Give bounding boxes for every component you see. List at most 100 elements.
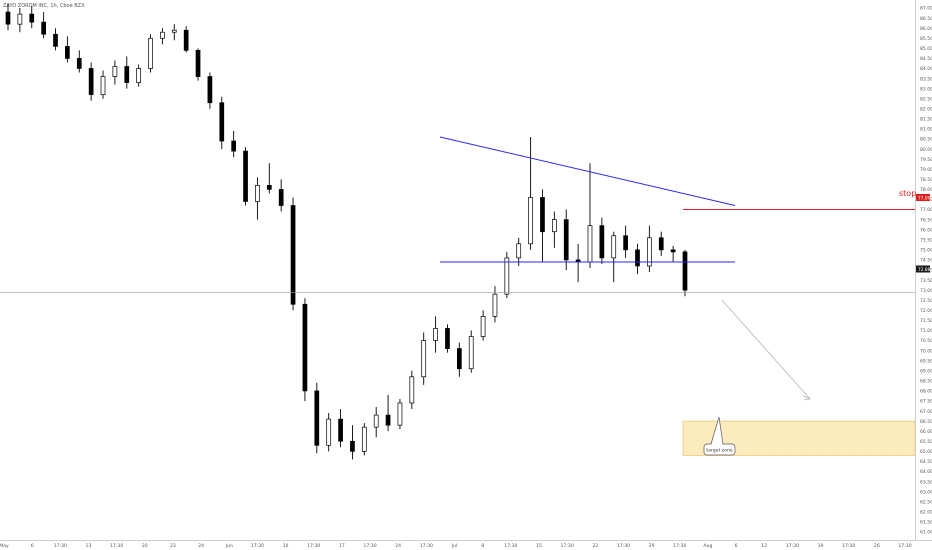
time-tick-label: 19 [818, 543, 824, 549]
candle-body [433, 328, 438, 341]
price-tick-label: 67.00 [920, 409, 932, 415]
price-tick-label: 62.50 [920, 499, 932, 505]
price-tick-label: 63.00 [920, 489, 932, 495]
candle-body [350, 440, 355, 452]
price-tick-label: 83.50 [920, 76, 932, 82]
price-tick-label: 76.50 [920, 217, 932, 223]
price-tick-label: 71.50 [920, 318, 932, 324]
price-tick-label: 84.50 [920, 56, 932, 62]
price-tick-label: 83.00 [920, 86, 932, 92]
price-tick-label: 65.50 [920, 439, 932, 445]
candle-body [504, 257, 510, 295]
time-tick-label: 6 [735, 543, 738, 549]
price-tick-label: 73.50 [920, 278, 932, 284]
time-tick-label: 17:30 [898, 543, 911, 549]
candle-body [266, 185, 272, 190]
time-tick-label: 24 [198, 543, 204, 549]
candle-body [53, 33, 58, 47]
price-tick-label: 79.50 [920, 157, 932, 163]
price-tick-label: 78.00 [920, 187, 932, 193]
candle-body [76, 58, 82, 69]
price-tick-label: 75.00 [920, 248, 932, 254]
price-tick-label: 85.00 [920, 46, 932, 52]
target-zone-label: target zone [706, 448, 733, 454]
time-tick-label: 17:30 [842, 543, 855, 549]
candle-body [41, 21, 46, 35]
time-tick-label: 22 [592, 543, 598, 549]
candle-body [278, 189, 284, 206]
price-tick-label: 86.50 [920, 16, 932, 22]
candle-body [100, 76, 106, 96]
price-tick-label: 61.50 [920, 520, 932, 526]
time-tick-label: 17:30 [504, 543, 517, 549]
time-tick-label: 17:30 [251, 543, 264, 549]
price-tick-label: 69.50 [920, 358, 932, 364]
time-tick-label: 8 [481, 543, 484, 549]
time-tick-label: 17:30 [54, 543, 67, 549]
candle-body [385, 414, 391, 426]
time-tick-label: 6 [31, 543, 34, 549]
stop-label: stop [899, 189, 916, 198]
candle-body [397, 402, 403, 426]
price-tick-label: 77.00 [920, 207, 932, 213]
time-tick-label: 17:30 [110, 543, 123, 549]
candle-body [445, 328, 450, 349]
time-tick-label: 17:30 [307, 543, 320, 549]
candle-body [516, 243, 522, 259]
candle-body [361, 426, 367, 452]
candle-body [136, 68, 141, 83]
price-tick-label: 66.50 [920, 419, 932, 425]
last-price-tag: 72.88 [916, 265, 931, 273]
stop-price-tag-text: 77.00 [918, 195, 931, 201]
drawing-lines [0, 136, 915, 401]
price-tick-label: 82.00 [920, 106, 932, 112]
candle-body [682, 251, 688, 291]
projection-arrowhead [802, 395, 812, 401]
candle-body [195, 50, 201, 77]
price-tick-label: 69.00 [920, 368, 932, 374]
candle-body [255, 185, 260, 202]
price-tick-label: 66.00 [920, 429, 932, 435]
candle-body [670, 249, 676, 253]
price-tick-label: 72.50 [920, 298, 932, 304]
price-tick-label: 65.00 [920, 449, 932, 455]
candle-body [148, 37, 153, 69]
time-tick-label: 10 [283, 543, 289, 549]
time-tick-label: 15 [536, 543, 542, 549]
price-tick-label: 80.50 [920, 137, 932, 143]
candle-body [338, 418, 343, 442]
candle-body [65, 45, 70, 59]
last-price-tag-box [916, 265, 930, 273]
candle-body [373, 414, 379, 428]
time-axis: May 6 17:30 13 17:30 20 23 24 Jun 17:30 10 17:30 17 1… [0, 540, 932, 549]
price-tick-label: 73.00 [920, 288, 932, 294]
candle-body [540, 197, 545, 233]
time-tick-label: 17:30 [363, 543, 376, 549]
stop-price-tag: 77.00 [916, 194, 931, 201]
candle-body [29, 13, 35, 23]
candle-body [5, 11, 11, 25]
time-tick-label: 12 [761, 543, 767, 549]
price-tick-label: 81.50 [920, 117, 932, 123]
price-tick-label: 67.50 [920, 399, 932, 405]
candle-body [492, 293, 498, 317]
price-tick-label: 68.00 [920, 389, 932, 395]
candle-body [183, 29, 189, 51]
price-tick-label: 61.00 [920, 530, 932, 536]
time-tick-label: 17:30 [786, 543, 799, 549]
price-tick-label: 79.00 [920, 167, 932, 173]
candle-body [468, 336, 474, 370]
price-tick-label: 70.00 [920, 348, 932, 354]
time-tick-label: 17:30 [673, 543, 686, 549]
candle-body [290, 205, 296, 305]
candle-body [421, 340, 427, 378]
candle-body [160, 31, 165, 39]
candle-body [326, 418, 332, 446]
price-tick-label: 84.00 [920, 66, 932, 72]
candle-body [635, 249, 640, 267]
projection-arrow [721, 299, 811, 400]
candle-body [409, 376, 415, 404]
time-tick-label: Jun [225, 543, 233, 549]
candle-body [171, 29, 177, 33]
price-tick-label: 63.50 [920, 479, 932, 485]
